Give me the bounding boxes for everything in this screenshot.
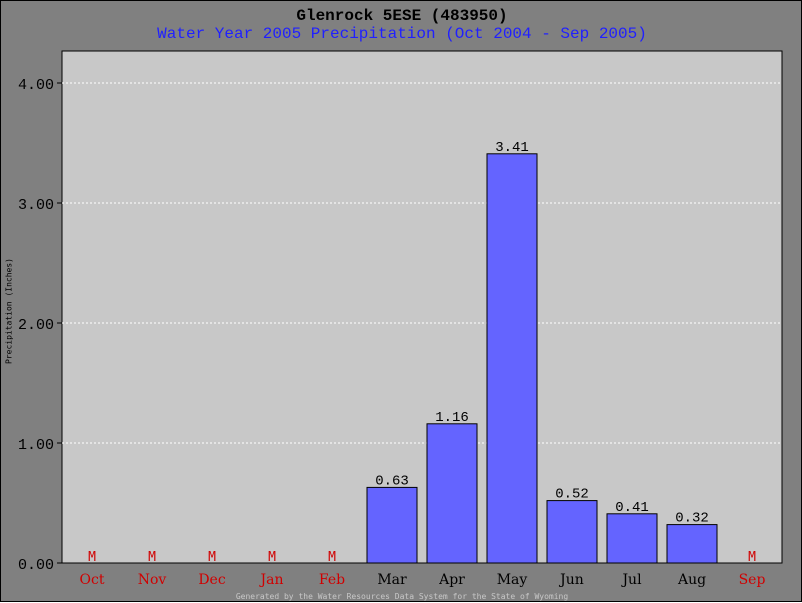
missing-marker: M bbox=[148, 550, 156, 565]
bar bbox=[666, 524, 718, 564]
chart-subtitle: Water Year 2005 Precipitation (Oct 2004 … bbox=[157, 25, 647, 43]
bar-value-label: 0.32 bbox=[675, 511, 709, 527]
missing-marker: M bbox=[88, 550, 96, 565]
bar-value-label: 0.41 bbox=[615, 500, 649, 516]
y-tick-label: 0.00 bbox=[18, 557, 54, 574]
y-tick-label: 3.00 bbox=[18, 197, 54, 214]
bar-value-label: 0.63 bbox=[375, 473, 409, 489]
x-tick-label: Jun bbox=[558, 572, 584, 588]
x-tick-label: Mar bbox=[377, 572, 407, 588]
bar-value-label: 0.52 bbox=[555, 487, 589, 503]
bar-value-label: 3.41 bbox=[495, 140, 529, 156]
x-tick-label: Jul bbox=[620, 572, 642, 588]
bar bbox=[366, 486, 418, 564]
x-tick-label: May bbox=[497, 572, 528, 588]
y-tick-label: 1.00 bbox=[18, 437, 54, 454]
x-tick-label: Oct bbox=[80, 572, 105, 588]
chart-title: Glenrock 5ESE (483950) bbox=[296, 7, 508, 25]
footer-credit: Generated by the Water Resources Data Sy… bbox=[235, 592, 569, 601]
missing-marker: M bbox=[748, 550, 756, 565]
missing-marker: M bbox=[208, 550, 216, 565]
missing-marker: M bbox=[328, 550, 336, 565]
bar bbox=[546, 500, 598, 564]
x-tick-label: Dec bbox=[198, 572, 226, 588]
x-tick-label: Nov bbox=[138, 572, 167, 588]
plot-area bbox=[61, 50, 783, 564]
bar bbox=[486, 153, 538, 564]
x-tick-label: Aug bbox=[677, 572, 706, 588]
bar bbox=[426, 423, 478, 564]
missing-marker: M bbox=[268, 550, 276, 565]
bar-value-label: 1.16 bbox=[435, 410, 469, 426]
x-tick-label: Feb bbox=[319, 572, 345, 588]
y-tick-label: 4.00 bbox=[18, 77, 54, 94]
x-tick-label: Jan bbox=[259, 572, 284, 588]
x-tick-label: Apr bbox=[438, 572, 465, 588]
x-tick-label: Sep bbox=[739, 572, 766, 588]
y-tick-label: 2.00 bbox=[18, 317, 54, 334]
bar bbox=[606, 513, 658, 564]
